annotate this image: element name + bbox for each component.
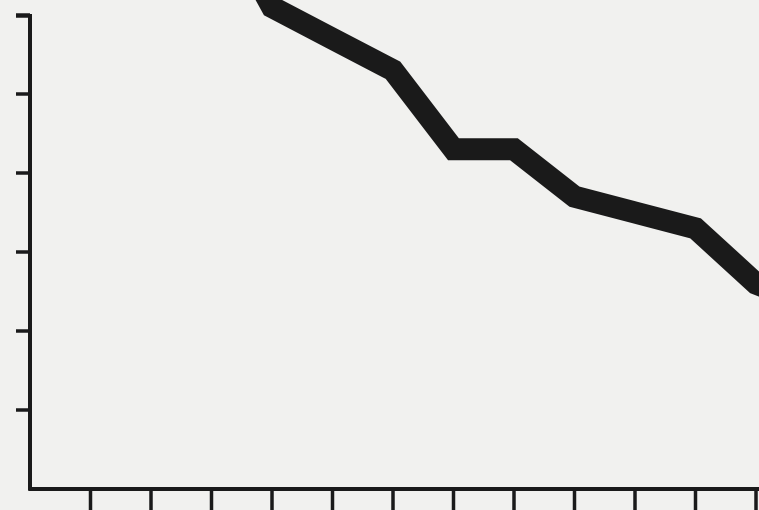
series [255,0,759,297]
ticks [16,13,758,510]
axes [16,14,759,491]
series-line [255,0,759,297]
